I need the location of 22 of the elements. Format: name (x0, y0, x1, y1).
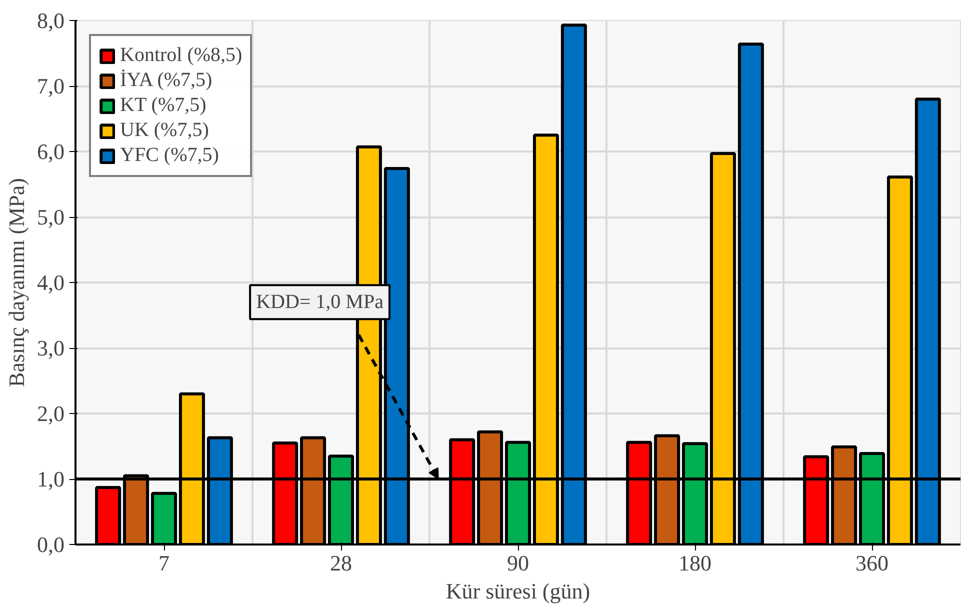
y-tick-label: 1,0 (37, 466, 64, 492)
x-tick-label: 180 (678, 550, 712, 576)
legend-label: İYA (%7,5) (120, 69, 212, 92)
y-tick-label: 8,0 (37, 8, 64, 33)
legend-label: YFC (%7,5) (120, 144, 219, 167)
y-axis-title: Basınç dayanımı (MPa) (4, 178, 29, 387)
x-tick-label: 90 (507, 550, 529, 576)
y-tick-label: 5,0 (37, 204, 64, 230)
x-tick-label: 28 (330, 550, 352, 576)
y-tick-label: 2,0 (37, 401, 64, 426)
x-axis-title: Kür süresi (gün) (446, 578, 590, 604)
y-tick-label: 7,0 (37, 74, 64, 98)
y-tick-label: 3,0 (37, 336, 64, 360)
y-tick-label: 0,0 (37, 532, 64, 557)
x-tick-label: 360 (856, 550, 888, 576)
y-tick-label: 6,0 (37, 139, 64, 164)
y-tick-label: 4,0 (37, 270, 64, 295)
legend-label: KT (%7,5) (120, 94, 206, 117)
legend-label: Kontrol (%8,5) (120, 44, 242, 67)
x-tick-label: 7 (158, 550, 170, 576)
ref-line-label: KDD= 1,0 MPa (256, 291, 384, 314)
legend-label: UK (%7,5) (120, 119, 209, 142)
